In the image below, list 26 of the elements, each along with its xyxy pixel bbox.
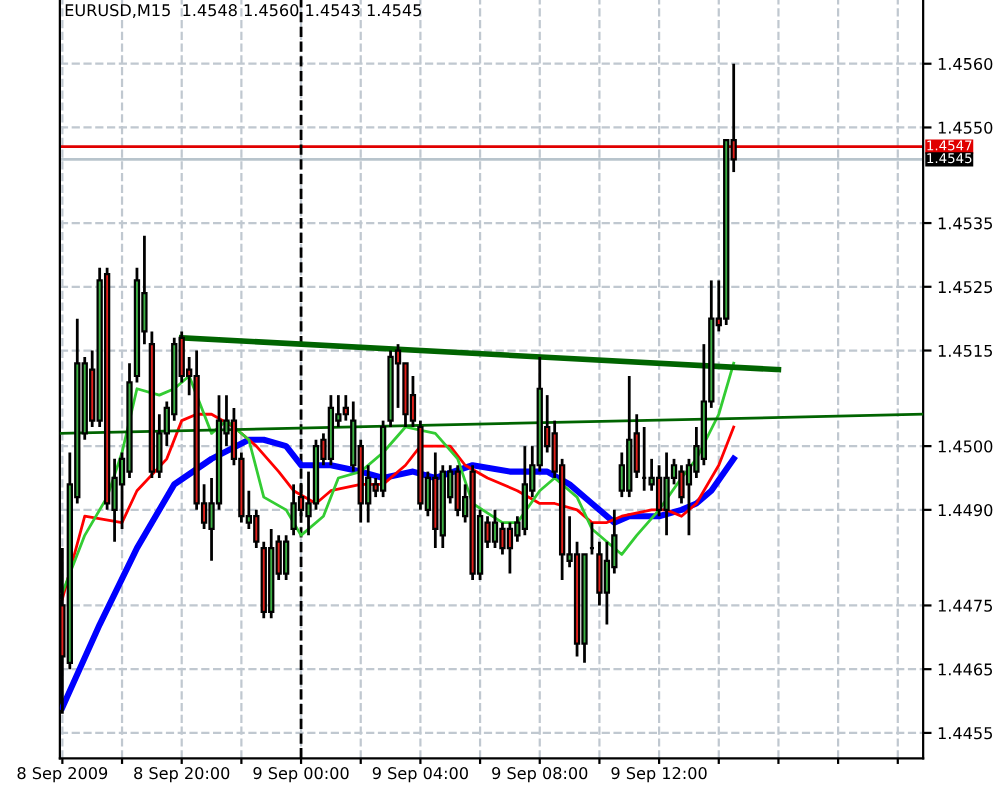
candlestick [491,508,499,550]
line-series [60,412,736,601]
y-tick-label: 1.4500 [938,440,993,453]
candlestick [506,521,514,575]
candlestick [454,463,461,518]
x-tick-label: 9 Sep 00:00 [253,767,349,783]
y-tick-label: 1.4465 [938,663,993,676]
chart-title: EURUSD,M15 1.4548 1.4560 1.4543 1.4545 [65,4,421,18]
y-tick-label: 1.4475 [938,599,993,612]
y-tick-label: 1.4515 [938,344,993,357]
x-tick-label: 8 Sep 2009 [17,767,108,783]
y-tick-label: 1.4535 [938,217,993,230]
x-tick-label: 9 Sep 08:00 [492,767,588,783]
y-tick-label: 1.4550 [938,121,993,134]
candlestick [282,533,290,582]
y-tick-label: 1.4560 [938,57,993,71]
y-tick-label: 1.4525 [938,280,993,294]
x-tick-label: 9 Sep 12:00 [611,767,707,783]
line-series [60,361,736,595]
x-tick-label: 8 Sep 20:00 [134,767,230,783]
candlestick [655,463,663,518]
candlestick [521,444,528,537]
x-tick-label: 9 Sep 04:00 [372,767,468,783]
y-tick-label: 1.4490 [938,504,993,517]
y-tick-label: 1.4455 [938,727,993,740]
candlestick [663,451,670,537]
